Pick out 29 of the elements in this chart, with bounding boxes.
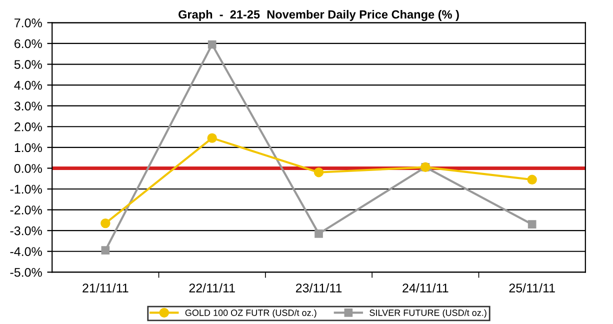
y-tick-label: 7.0% [14,18,42,28]
x-tick-label: 22/11/11 [189,283,235,292]
y-tick-label: 2.0% [14,122,42,132]
x-tick-label: 25/11/11 [509,283,555,292]
y-tick-label: 3.0% [14,102,42,110]
y-tick-label: -2.0% [10,206,42,214]
point [208,40,216,49]
y-tick-label: 0.0% [14,164,42,173]
y-tick-label: -3.0% [10,226,42,236]
y-tick-label: -1.0% [10,184,42,194]
y-tick-label: 6.0% [14,39,42,48]
y-tick-label: 5.0% [14,60,42,69]
point [314,230,323,238]
point [207,133,217,143]
point [100,218,110,228]
y-tick-label: -4.0% [10,247,42,256]
legend-label: SILVER FUTURE (USD/t oz.) [370,309,486,318]
x-tick-label: 23/11/11 [296,283,342,292]
x-tick-label: 24/11/11 [402,283,448,292]
point [528,220,536,229]
point [527,174,537,185]
y-tick-label: -5.0% [10,268,42,277]
point [314,168,324,178]
chart-title: Graph - 21-25 November Daily Price Change (% ) [178,10,459,22]
point [101,246,110,254]
y-tick-label: 4.0% [14,80,42,90]
y-tick-label: 1.0% [14,143,42,152]
legend-label: GOLD 100 OZ FUTR (USD/t oz.) [185,309,316,318]
x-tick-label: 21/11/11 [82,283,128,292]
